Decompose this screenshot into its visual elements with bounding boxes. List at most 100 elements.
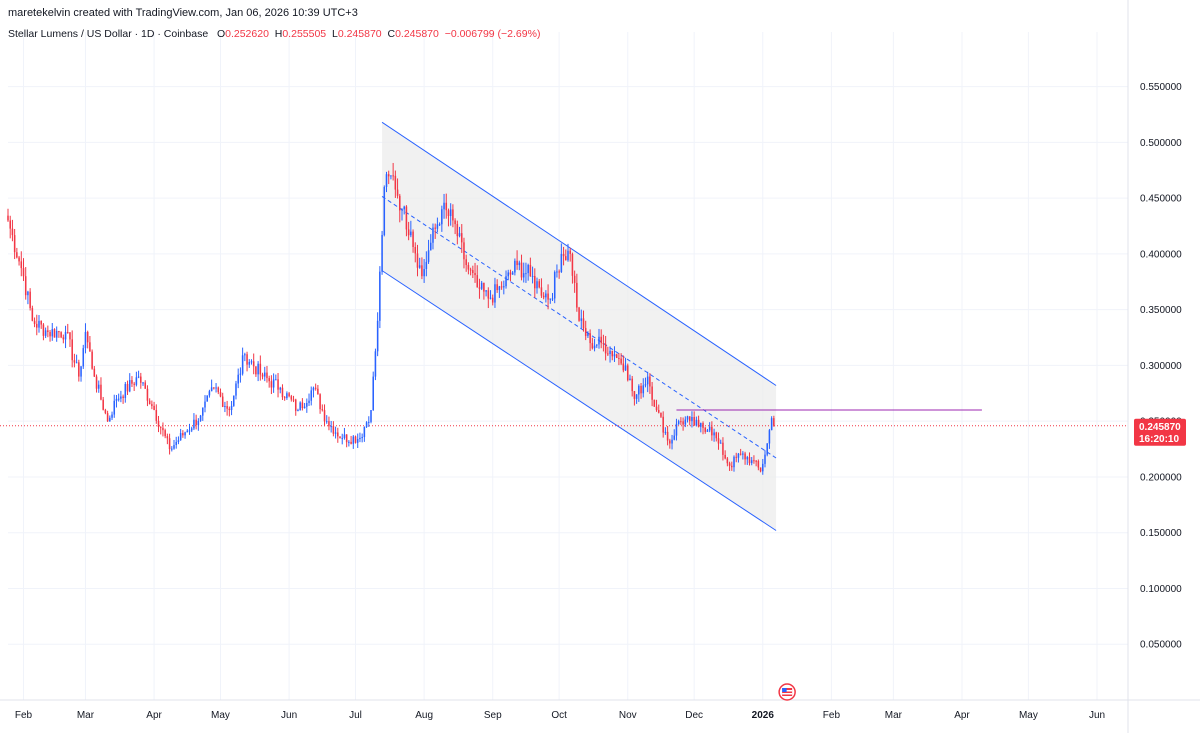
candle-body bbox=[325, 421, 328, 423]
candle-body bbox=[671, 439, 673, 444]
candle-body bbox=[509, 272, 512, 275]
candle-body bbox=[128, 380, 131, 392]
candle-body bbox=[131, 380, 133, 384]
x-axis[interactable]: Feb Mar Apr May Jun Jul Aug Sep Oct Nov Dec 2026 Feb… bbox=[15, 710, 1105, 721]
candle-body bbox=[197, 420, 200, 426]
candle-body bbox=[286, 393, 288, 399]
candle-body bbox=[66, 331, 69, 333]
candle-body bbox=[529, 264, 532, 277]
candle-body bbox=[768, 430, 771, 444]
candle-body bbox=[407, 229, 410, 236]
channel-upper-line[interactable] bbox=[381, 121, 777, 386]
candle-body bbox=[148, 400, 151, 405]
candle-body bbox=[467, 265, 470, 270]
candle-body bbox=[423, 269, 425, 277]
candle-body bbox=[84, 331, 87, 349]
x-tick-label: Oct bbox=[551, 710, 567, 721]
candle-body bbox=[697, 419, 700, 427]
candle-body bbox=[190, 428, 193, 431]
channel-lower-line[interactable] bbox=[381, 270, 777, 531]
candle-body bbox=[126, 384, 129, 392]
candle-body bbox=[36, 323, 38, 328]
candle-body bbox=[589, 333, 591, 344]
candle-body bbox=[379, 271, 381, 321]
candle-body bbox=[299, 402, 301, 411]
candle-body bbox=[215, 387, 217, 389]
candle-body bbox=[13, 235, 16, 253]
candle-body bbox=[135, 377, 138, 385]
candle-body bbox=[162, 427, 164, 431]
us-flag-icon[interactable] bbox=[778, 683, 796, 701]
candle-body bbox=[607, 353, 609, 355]
y-tick-label: 0.450000 bbox=[1140, 194, 1182, 205]
candle-body bbox=[49, 331, 51, 337]
candle-body bbox=[507, 272, 510, 277]
x-tick-label: Sep bbox=[484, 710, 502, 721]
candle-body bbox=[686, 416, 689, 420]
candle-body bbox=[682, 421, 684, 425]
candle-body bbox=[396, 189, 399, 196]
candle-body bbox=[281, 387, 284, 398]
candle-body bbox=[626, 365, 629, 381]
y-tick-label: 0.400000 bbox=[1140, 249, 1182, 260]
candle-body bbox=[719, 442, 722, 444]
candle-body bbox=[613, 354, 616, 357]
low-label: L bbox=[331, 28, 338, 40]
candle-body bbox=[522, 273, 525, 278]
candle-body bbox=[372, 376, 374, 411]
candle-body bbox=[773, 418, 775, 426]
candle-body bbox=[328, 421, 330, 427]
candle-body bbox=[385, 174, 388, 187]
candle-body bbox=[582, 318, 585, 329]
symbol-info: Stellar Lumens / US Dollar · 1D · Coinba… bbox=[8, 28, 540, 40]
candle-body bbox=[86, 331, 89, 343]
candle-body bbox=[257, 363, 259, 375]
candle-body bbox=[113, 400, 116, 415]
candle-body bbox=[268, 378, 270, 382]
candle-body bbox=[323, 410, 326, 422]
candle-body bbox=[549, 298, 552, 300]
candle-body bbox=[759, 467, 762, 472]
candle-body bbox=[540, 287, 543, 296]
chart-credit: maretekelvin created with TradingView.co… bbox=[8, 7, 358, 19]
candle-body bbox=[573, 275, 576, 283]
candle-body bbox=[480, 282, 483, 289]
candle-body bbox=[31, 308, 34, 321]
high-label: H bbox=[274, 28, 283, 40]
flag-white-stripe bbox=[782, 690, 793, 692]
candle-body bbox=[454, 220, 456, 225]
candle-body bbox=[487, 290, 490, 299]
candle-body bbox=[62, 337, 65, 340]
y-tick-label: 0.550000 bbox=[1140, 82, 1182, 93]
candle-body bbox=[199, 415, 202, 421]
candle-body bbox=[516, 260, 518, 266]
candle-body bbox=[500, 286, 503, 288]
channel-mid-line[interactable] bbox=[381, 196, 777, 459]
y-tick-label: 0.350000 bbox=[1140, 305, 1182, 316]
candle-body bbox=[660, 412, 662, 417]
candle-body bbox=[642, 385, 645, 394]
candle-body bbox=[547, 293, 549, 300]
symbol-name[interactable]: Stellar Lumens / US Dollar · 1D · Coinba… bbox=[8, 28, 209, 40]
candle-body bbox=[425, 261, 428, 270]
candle-body bbox=[51, 329, 54, 337]
candle-body bbox=[248, 361, 251, 365]
candle-body bbox=[638, 385, 640, 395]
candle-body bbox=[259, 363, 262, 375]
high-value: 0.255505 bbox=[282, 28, 327, 40]
candle-body bbox=[434, 227, 436, 229]
candle-body bbox=[104, 409, 107, 414]
candle-body bbox=[474, 272, 476, 276]
candle-body bbox=[20, 261, 23, 269]
candle-body bbox=[706, 430, 709, 432]
candle-body bbox=[383, 186, 386, 236]
candle-body bbox=[213, 387, 215, 389]
candle-body bbox=[91, 351, 93, 369]
candle-body bbox=[534, 275, 536, 289]
candle-body bbox=[390, 175, 392, 177]
candle-body bbox=[252, 361, 255, 367]
candle-body bbox=[230, 405, 233, 411]
flag-canton bbox=[782, 688, 787, 692]
